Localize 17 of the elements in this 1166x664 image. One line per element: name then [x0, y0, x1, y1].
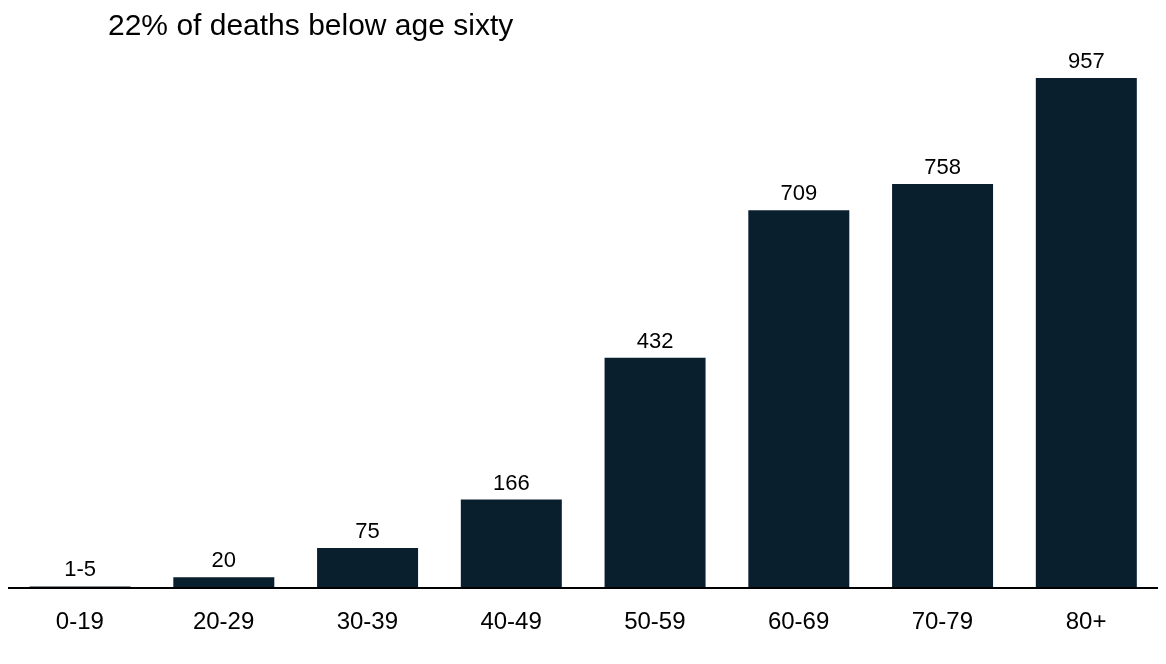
chart-title: 22% of deaths below age sixty	[108, 8, 515, 43]
data-label: 957	[1067, 48, 1105, 73]
x-tick-label: 40-49	[480, 607, 542, 635]
x-tick-label: 30-39	[336, 607, 399, 635]
x-tick-label: 0-19	[55, 607, 104, 635]
data-label: 75	[355, 518, 380, 544]
data-label: 709	[780, 180, 818, 206]
x-tick-label: 20-29	[192, 607, 255, 635]
x-tick-label: 50-59	[624, 607, 686, 635]
data-label: 20	[211, 547, 237, 573]
data-label: 1-5	[64, 556, 96, 582]
x-tick-label: 60-69	[767, 607, 830, 635]
data-label: 432	[636, 327, 674, 353]
x-tick-label: 70-79	[911, 607, 974, 635]
x-tick-label: 80+	[1065, 607, 1107, 635]
data-label: 758	[924, 154, 961, 180]
data-label: 166	[492, 469, 530, 495]
